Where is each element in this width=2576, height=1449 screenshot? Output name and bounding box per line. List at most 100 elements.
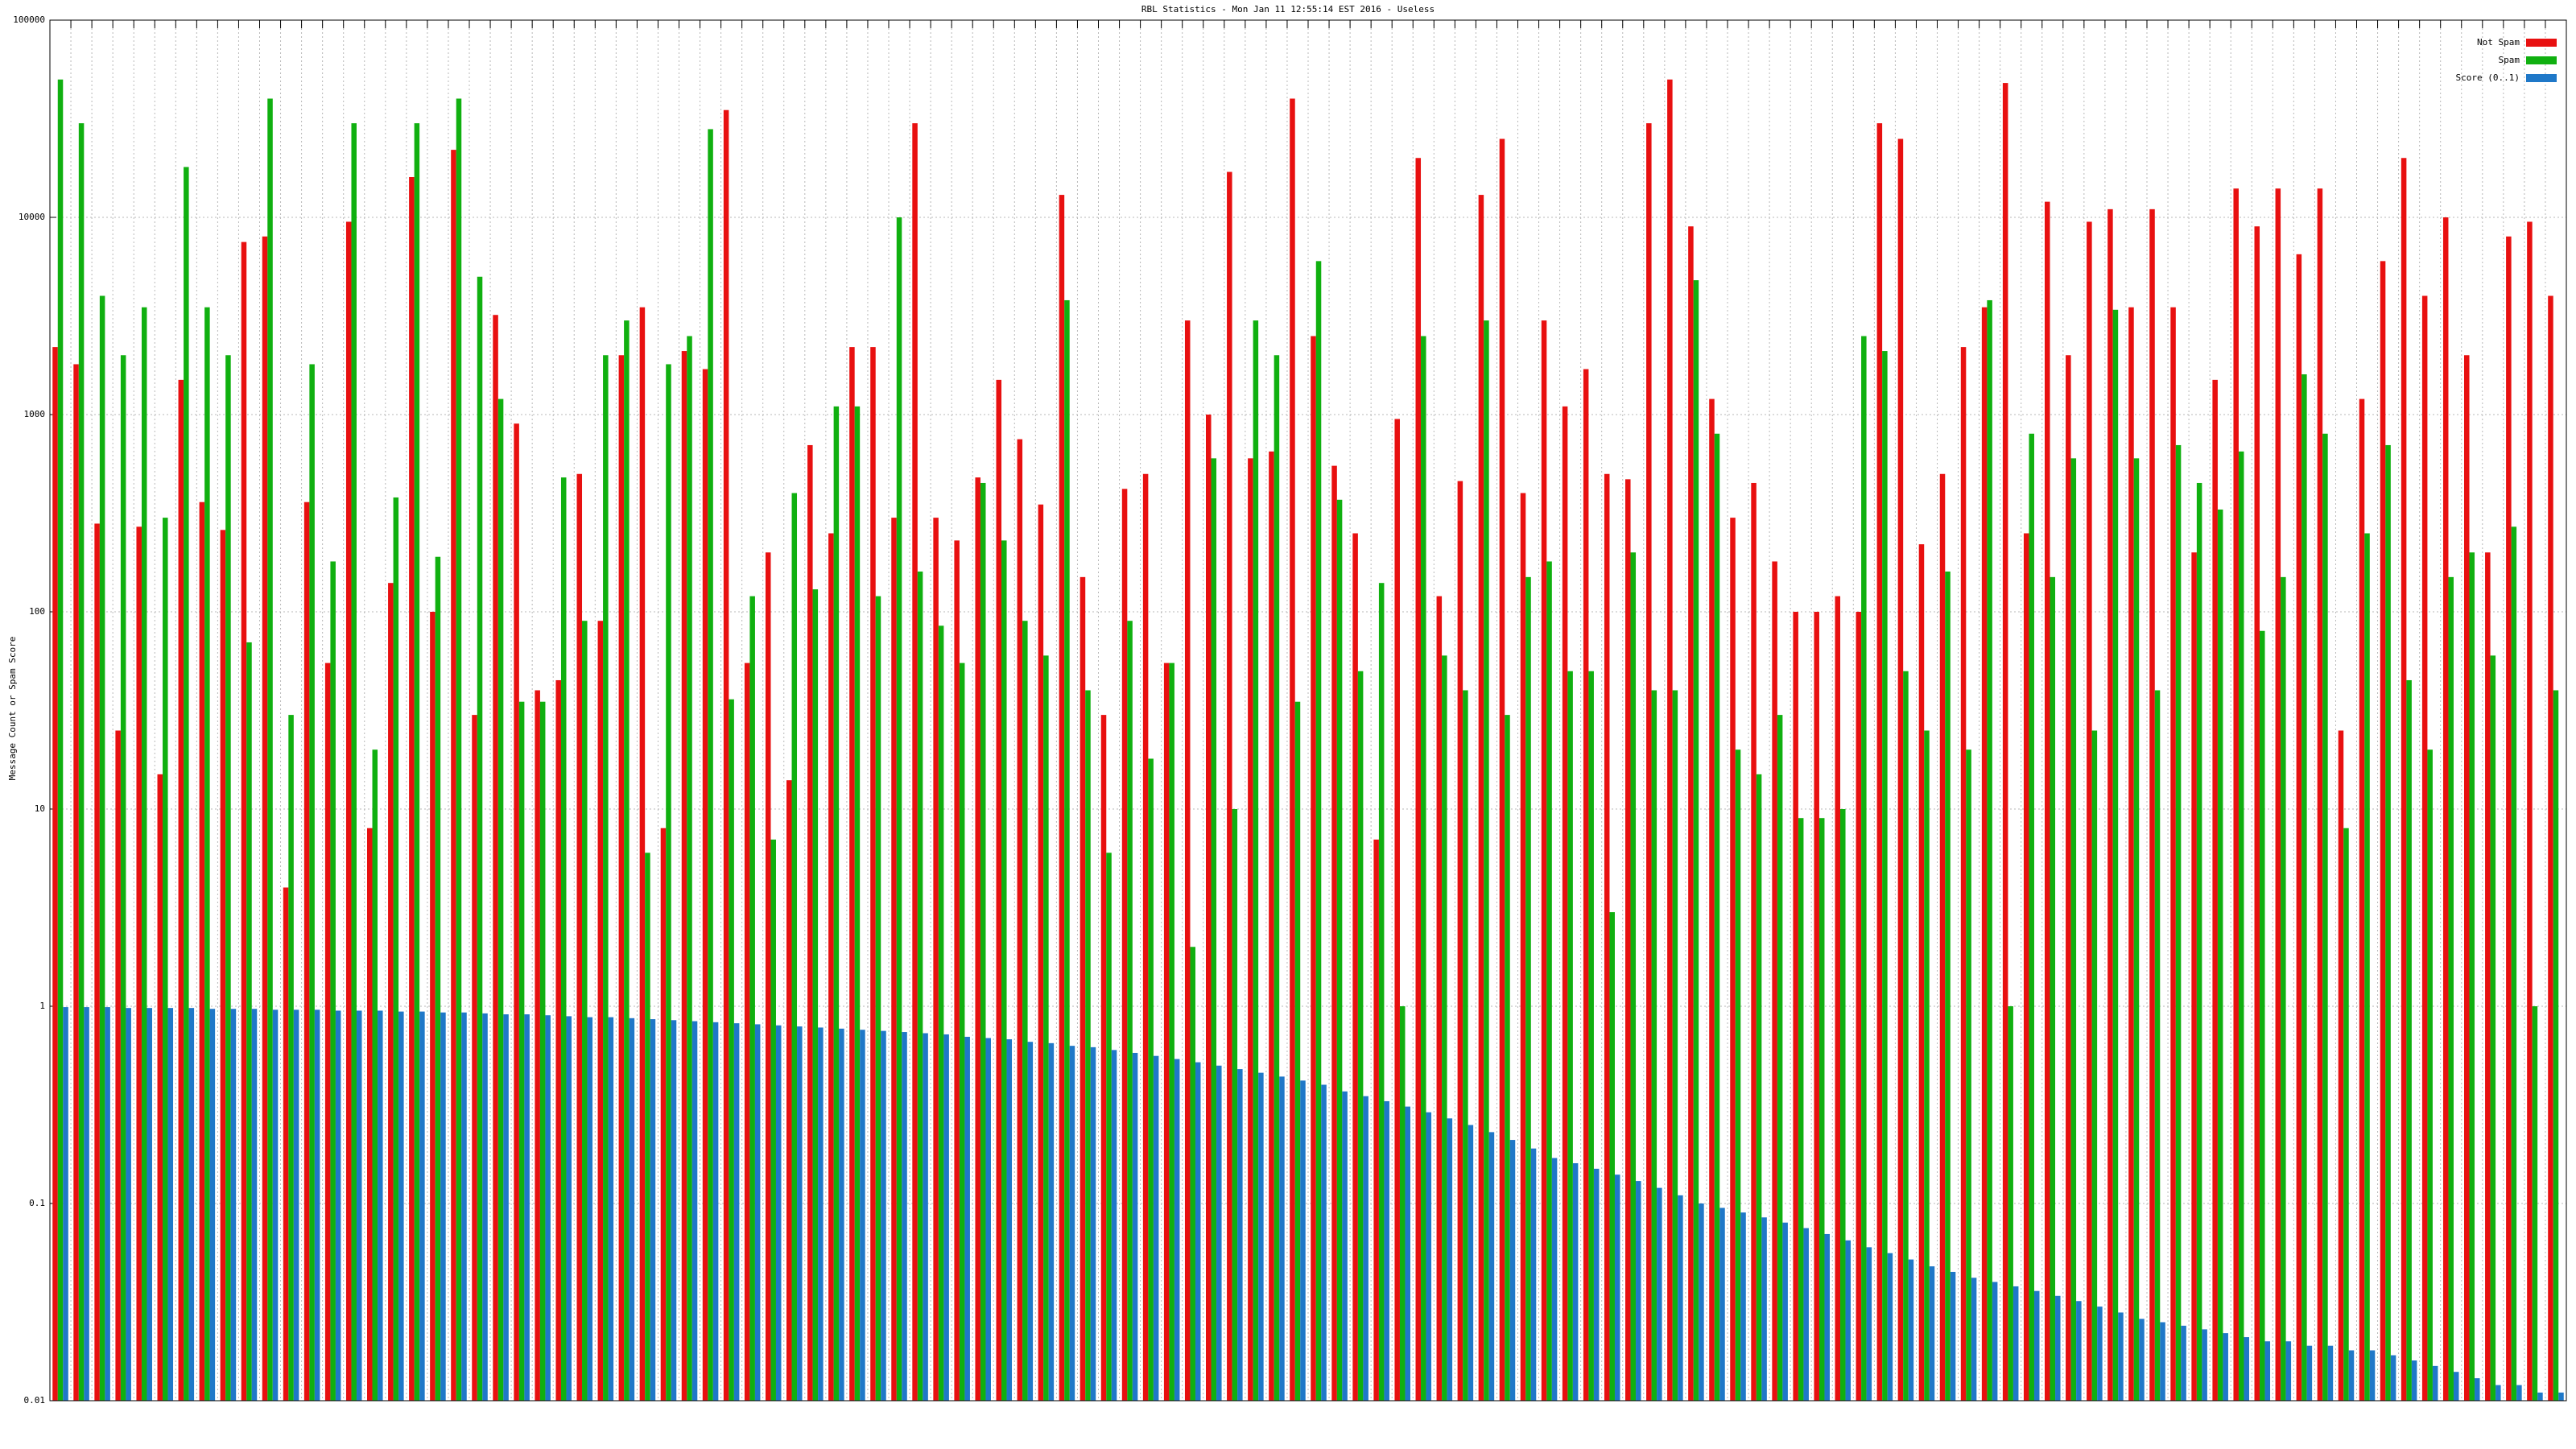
- bar: [1421, 336, 1426, 1402]
- bar: [1614, 1174, 1620, 1401]
- bar: [923, 1033, 928, 1401]
- bar: [1253, 320, 1259, 1402]
- bar: [136, 526, 142, 1401]
- bar: [1530, 1148, 1537, 1401]
- bar: [597, 621, 604, 1401]
- bar: [1468, 1125, 1474, 1401]
- bar: [833, 406, 840, 1402]
- bar: [1290, 98, 1295, 1401]
- bar: [1908, 1259, 1914, 1401]
- bar: [1048, 1042, 1055, 1401]
- bar: [188, 1008, 195, 1401]
- bar: [2133, 458, 2140, 1401]
- bar: [120, 355, 126, 1401]
- bar: [775, 1025, 782, 1401]
- bar: [1609, 912, 1615, 1401]
- bar: [1315, 261, 1322, 1402]
- bar: [624, 320, 630, 1402]
- bar: [1782, 1222, 1788, 1401]
- bar: [2516, 1385, 2522, 1401]
- bar: [1693, 280, 1699, 1401]
- bar: [1447, 1118, 1453, 1401]
- bar: [2296, 254, 2302, 1402]
- bar: [267, 98, 273, 1401]
- bar: [2196, 482, 2202, 1402]
- bar: [1195, 1062, 1201, 1401]
- bar: [1211, 458, 1217, 1401]
- bar: [1772, 561, 1777, 1401]
- bar: [393, 497, 399, 1401]
- bar: [1509, 1140, 1516, 1401]
- bar: [398, 1011, 404, 1401]
- bar: [1279, 1076, 1285, 1401]
- bar: [2275, 188, 2281, 1402]
- bar: [414, 123, 420, 1402]
- bar: [954, 540, 960, 1401]
- legend-swatch: [2526, 74, 2557, 82]
- bar: [681, 351, 687, 1401]
- bar: [1803, 1228, 1809, 1401]
- bar: [477, 276, 483, 1402]
- bar: [2385, 444, 2391, 1402]
- bar: [1321, 1084, 1327, 1401]
- bar: [1798, 818, 1804, 1401]
- bar: [1971, 1278, 1977, 1401]
- bar: [199, 502, 205, 1402]
- bar: [1562, 406, 1568, 1402]
- bar: [2112, 309, 2119, 1402]
- bar: [560, 477, 567, 1401]
- y-tick-label: 0.1: [29, 1198, 45, 1208]
- bar: [372, 749, 378, 1401]
- bar: [1866, 1247, 1872, 1401]
- bar: [1064, 299, 1070, 1402]
- bar: [2485, 552, 2491, 1401]
- bar: [1646, 123, 1652, 1402]
- bar: [330, 561, 336, 1401]
- bar: [78, 123, 85, 1402]
- bar: [1248, 458, 1253, 1401]
- bar: [603, 355, 609, 1401]
- bar: [2160, 1322, 2165, 1401]
- bar: [1960, 347, 1967, 1401]
- bar: [2202, 1329, 2207, 1401]
- bar: [2453, 1372, 2459, 1401]
- bar: [482, 1013, 488, 1401]
- bar: [63, 1007, 68, 1401]
- bar: [2475, 1378, 2480, 1401]
- bar: [204, 307, 210, 1401]
- bar: [1100, 715, 1107, 1401]
- bar: [1357, 671, 1364, 1401]
- bar: [1457, 481, 1463, 1402]
- bar: [2532, 1006, 2538, 1401]
- bar: [943, 1034, 949, 1401]
- bar: [1777, 715, 1783, 1401]
- bar: [1761, 1217, 1767, 1401]
- bar: [262, 236, 268, 1402]
- bar: [388, 583, 394, 1401]
- bar: [902, 1032, 907, 1401]
- bar: [691, 1021, 698, 1401]
- bar: [2511, 526, 2517, 1401]
- bar: [1384, 1100, 1389, 1401]
- bar: [2070, 458, 2077, 1401]
- bar: [2066, 355, 2071, 1401]
- bar: [1111, 1050, 1117, 1401]
- bar: [461, 1012, 467, 1401]
- bar: [765, 552, 771, 1401]
- bar: [288, 715, 294, 1401]
- bar: [209, 1009, 216, 1401]
- bar: [126, 1008, 131, 1401]
- bar: [2548, 295, 2553, 1401]
- bar: [2406, 679, 2412, 1401]
- chart-title: RBL Statistics - Mon Jan 11 12:55:14 EST…: [1141, 4, 1435, 14]
- bar: [535, 690, 540, 1401]
- bar: [2254, 226, 2260, 1401]
- bar: [451, 150, 456, 1401]
- bar: [807, 444, 813, 1402]
- bar: [1006, 1039, 1013, 1401]
- legend-swatch: [2526, 39, 2557, 47]
- bar: [2181, 1325, 2186, 1401]
- bar: [2411, 1360, 2417, 1401]
- bar: [1085, 690, 1091, 1401]
